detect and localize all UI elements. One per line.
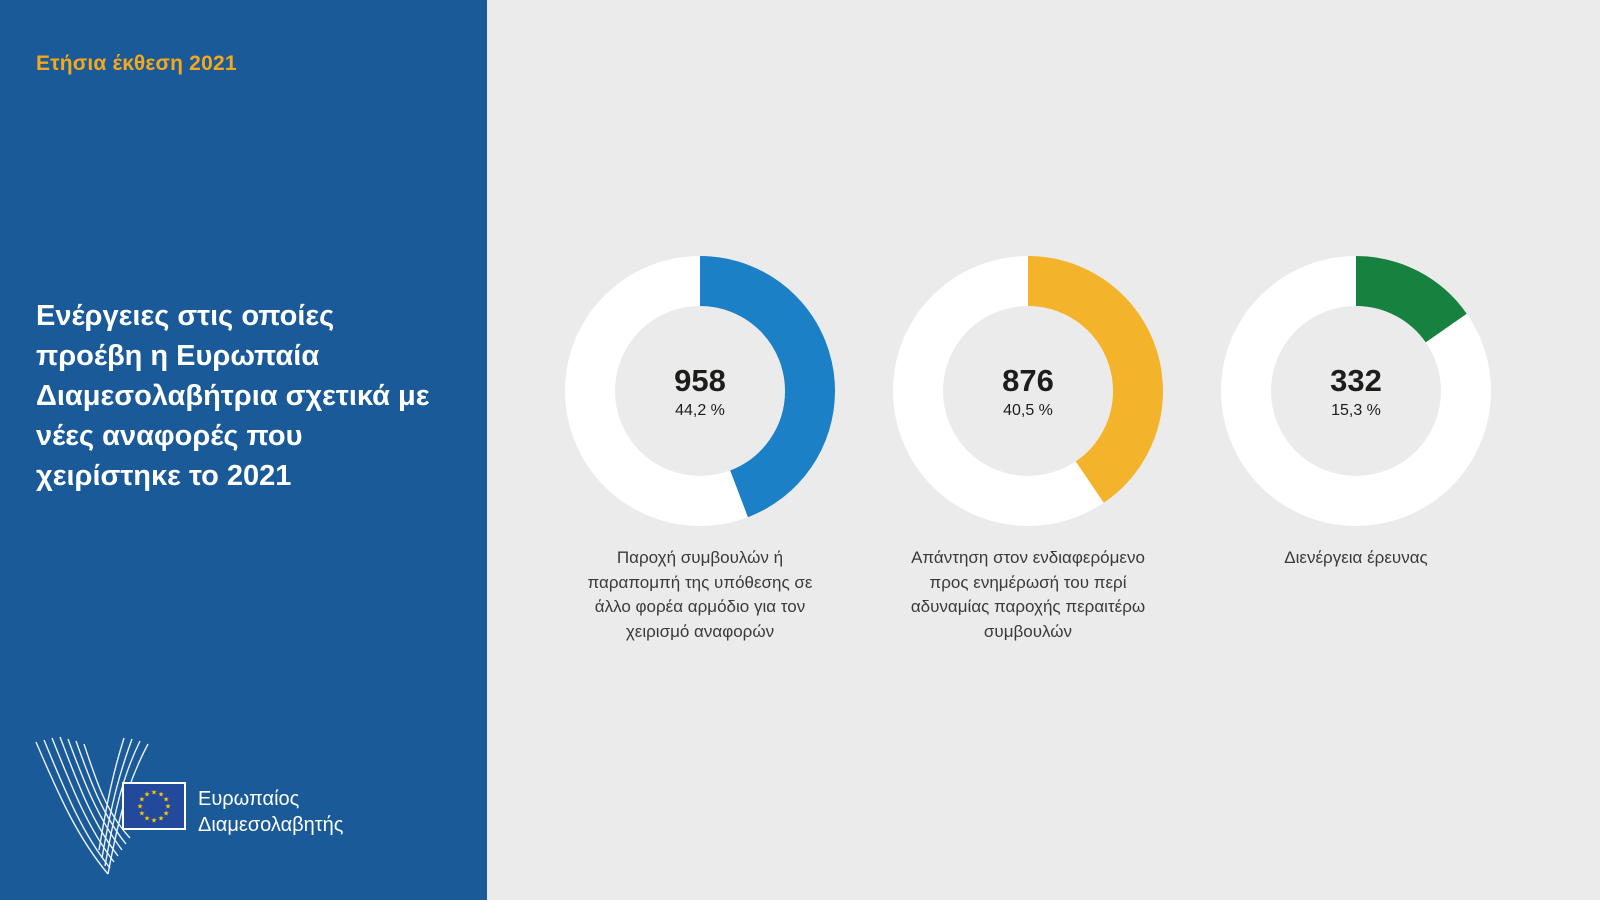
donut-chart-row: 958 44,2 % Παροχή συμβουλών ή παραπομπή … [487, 0, 1600, 645]
svg-text:★: ★ [144, 790, 150, 798]
svg-text:★: ★ [139, 796, 145, 804]
ombudsman-logo-text: Ευρωπαίος Διαμεσολαβητής [198, 786, 343, 838]
svg-text:★: ★ [158, 790, 164, 798]
report-year-label: Ετήσια έκθεση 2021 [36, 52, 237, 75]
svg-text:★: ★ [144, 815, 150, 823]
logo-text-line1: Ευρωπαίος [198, 788, 300, 810]
svg-text:★: ★ [163, 796, 169, 804]
donut-chart-3: 332 15,3 % [1221, 256, 1491, 526]
donut-card-reply: 876 40,5 % Απάντηση στον ενδιαφερόμενο π… [893, 256, 1163, 645]
chart-area: 958 44,2 % Παροχή συμβουλών ή παραπομπή … [487, 0, 1600, 900]
sidebar: Ετήσια έκθεση 2021 Ενέργειες στις οποίες… [0, 0, 487, 900]
donut-chart-2: 876 40,5 % [893, 256, 1163, 526]
donut-label-3: Διενέργεια έρευνας [1284, 548, 1428, 567]
european-ombudsman-logo: ★ ★ ★ ★ ★ ★ ★ ★ ★ ★ ★ ★ Ευρωπαίος Διαμεσολαβητής [30, 736, 450, 886]
svg-text:★: ★ [151, 789, 157, 797]
donut-svg-2 [893, 256, 1163, 526]
svg-text:★: ★ [139, 810, 145, 818]
donut-card-inquiry: 332 15,3 % Διενέργεια έρευνας [1221, 256, 1491, 645]
donut-card-advice: 958 44,2 % Παροχή συμβουλών ή παραπομπή … [565, 256, 835, 645]
svg-text:★: ★ [137, 803, 143, 811]
donut-svg-1 [565, 256, 835, 526]
donut-svg-3 [1221, 256, 1491, 526]
eu-flag-icon: ★ ★★★★★★★★★★★ [122, 782, 186, 830]
ombudsman-bird-icon [35, 736, 149, 875]
svg-text:★: ★ [165, 803, 171, 811]
donut-label-2: Απάντηση στον ενδιαφερόμενο προς ενημέρω… [910, 548, 1146, 641]
svg-text:★: ★ [158, 815, 164, 823]
donut-chart-1: 958 44,2 % [565, 256, 835, 526]
page-title: Ενέργειες στις οποίες προέβη η Ευρωπαία … [36, 300, 430, 493]
donut-label-1: Παροχή συμβουλών ή παραπομπή της υπόθεση… [587, 548, 813, 641]
svg-text:★: ★ [163, 810, 169, 818]
svg-text:★: ★ [151, 817, 157, 825]
logo-text-line2: Διαμεσολαβητής [198, 814, 344, 836]
